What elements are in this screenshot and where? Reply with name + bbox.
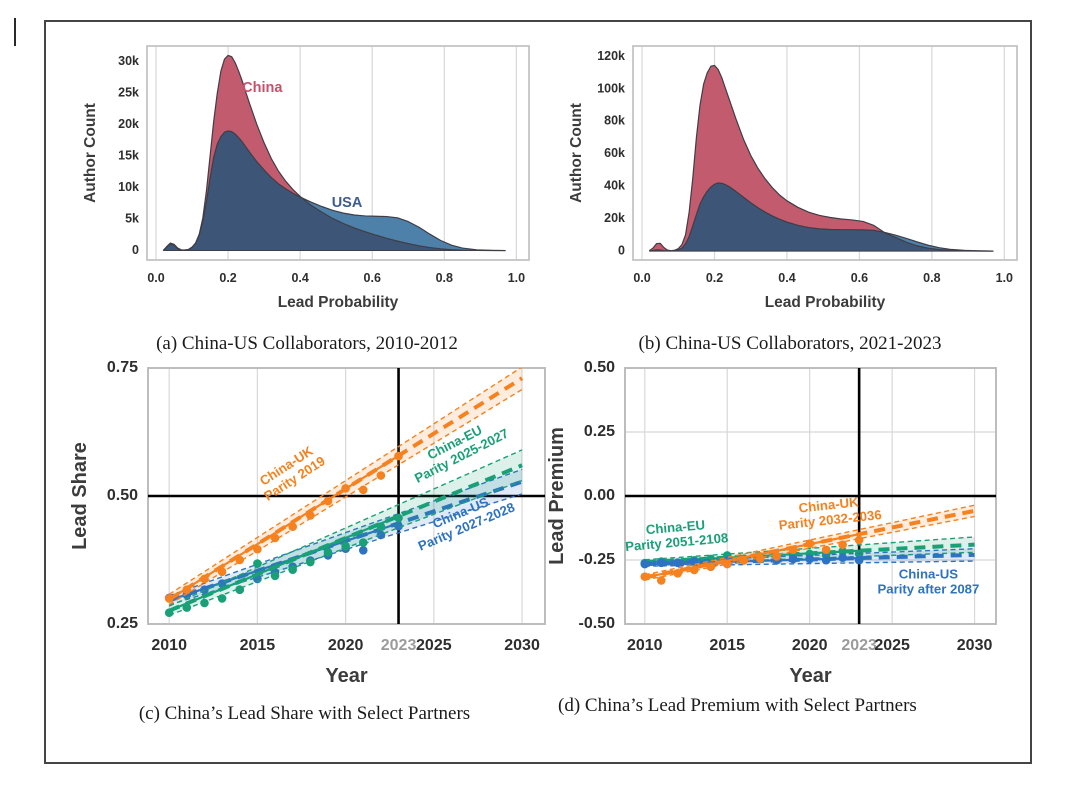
svg-text:Lead Probability: Lead Probability [278, 294, 399, 311]
svg-text:2023: 2023 [381, 637, 417, 654]
svg-text:10k: 10k [118, 180, 139, 194]
svg-text:25k: 25k [118, 86, 139, 100]
svg-text:80k: 80k [604, 114, 625, 128]
svg-text:2020: 2020 [792, 637, 828, 654]
svg-text:0.8: 0.8 [923, 271, 940, 285]
svg-text:Author Count: Author Count [568, 103, 585, 203]
svg-text:1.0: 1.0 [508, 271, 525, 285]
svg-text:0.50: 0.50 [584, 359, 615, 376]
svg-text:2015: 2015 [240, 637, 276, 654]
svg-text:China-UKParity 2019: China-UKParity 2019 [253, 441, 328, 504]
svg-text:-0.25: -0.25 [579, 551, 616, 568]
svg-text:Year: Year [789, 665, 831, 687]
svg-text:2020: 2020 [328, 637, 364, 654]
svg-text:Year: Year [325, 665, 367, 687]
svg-text:0.0: 0.0 [147, 271, 164, 285]
svg-text:0.2: 0.2 [706, 271, 723, 285]
svg-text:USA: USA [332, 195, 363, 211]
svg-text:0.6: 0.6 [364, 271, 381, 285]
caption-a: (a) China-US Collaborators, 2010-2012 [156, 333, 458, 354]
svg-text:30k: 30k [118, 54, 139, 68]
svg-text:-0.50: -0.50 [579, 615, 616, 632]
svg-text:2010: 2010 [627, 637, 663, 654]
svg-text:40k: 40k [604, 179, 625, 193]
svg-text:20k: 20k [118, 117, 139, 131]
svg-text:Lead Premium: Lead Premium [546, 427, 568, 565]
caption-b: (b) China-US Collaborators, 2021-2023 [638, 333, 942, 354]
svg-text:20k: 20k [604, 211, 625, 225]
svg-text:60k: 60k [604, 146, 625, 160]
svg-text:5k: 5k [125, 211, 139, 225]
svg-text:0.4: 0.4 [291, 271, 308, 285]
svg-text:0.50: 0.50 [107, 487, 138, 504]
caption-c: (c) China’s Lead Share with Select Partn… [138, 703, 471, 724]
svg-text:0.00: 0.00 [584, 487, 615, 504]
caption-d: (d) China’s Lead Premium with Select Par… [558, 695, 917, 716]
svg-text:2030: 2030 [504, 637, 540, 654]
chart-b-kde-density: 0.0 0.2 0.4 0.6 0.8 1.0 0 20k 40k 60k 80k 100k 120k L… [568, 45, 1018, 311]
svg-text:15k: 15k [118, 148, 139, 162]
svg-text:2010: 2010 [151, 637, 187, 654]
svg-text:100k: 100k [597, 81, 625, 95]
svg-text:0.25: 0.25 [107, 615, 138, 632]
svg-text:0.25: 0.25 [584, 423, 615, 440]
figure-border: China USA 0.0 0.2 0.4 0.6 0.8 1.0 0 5k 10k 15k 20k 25… [44, 20, 1032, 764]
svg-text:0.8: 0.8 [436, 271, 453, 285]
svg-text:China-USParity after 2087: China-US Parity after 2087 [877, 567, 979, 597]
svg-text:0.2: 0.2 [219, 271, 236, 285]
svg-text:2025: 2025 [416, 637, 452, 654]
svg-text:0.6: 0.6 [851, 271, 868, 285]
svg-text:120k: 120k [597, 49, 625, 63]
svg-text:0.4: 0.4 [778, 271, 795, 285]
svg-text:0.0: 0.0 [633, 271, 650, 285]
svg-text:China: China [242, 80, 283, 96]
svg-text:2023: 2023 [841, 637, 877, 654]
svg-text:Lead Probability: Lead Probability [765, 294, 886, 311]
svg-text:Author Count: Author Count [82, 103, 99, 203]
svg-text:0.75: 0.75 [107, 359, 138, 376]
svg-text:0: 0 [618, 243, 625, 257]
svg-text:0: 0 [132, 243, 139, 257]
svg-text:Lead Share: Lead Share [69, 442, 91, 550]
svg-text:China-UKParity 2032-2036: China-UKParity 2032-2036 [776, 492, 882, 533]
svg-text:2025: 2025 [874, 637, 910, 654]
chart-d-lead-premium: China-EUParity 2051-2108 China-US Parity a… [546, 359, 997, 687]
page-artifact-line [14, 18, 16, 46]
svg-text:1.0: 1.0 [996, 271, 1013, 285]
chart-a-kde-density: China USA 0.0 0.2 0.4 0.6 0.8 1.0 0 5k 10k 15k 20k 25… [82, 45, 530, 311]
svg-text:2015: 2015 [709, 637, 745, 654]
svg-text:2030: 2030 [957, 637, 993, 654]
svg-text:China-EUParity 2051-2108: China-EUParity 2051-2108 [623, 515, 729, 554]
